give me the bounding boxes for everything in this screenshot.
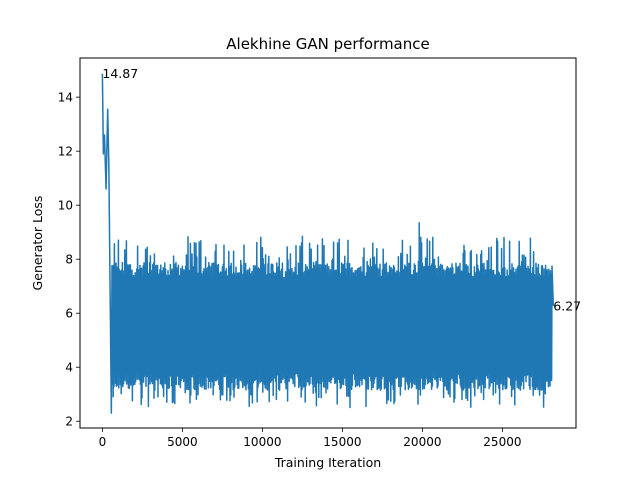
x-tick-label: 15000	[323, 435, 361, 449]
axes-frame	[79, 57, 577, 429]
annotation-last: 6.27	[553, 298, 581, 313]
y-tick-label: 8	[65, 253, 73, 267]
plot-area	[101, 73, 555, 414]
chart-title: Alekhine GAN performance	[226, 35, 429, 53]
loss-series-line	[101, 73, 555, 414]
y-tick-label: 6	[65, 307, 73, 321]
annotations: 14.87 6.27	[102, 66, 581, 313]
y-axis-label: Generator Loss	[30, 196, 45, 291]
y-axis: 2 4 6 8 10 12 14	[58, 91, 80, 429]
x-axis: 0 5000 10000 15000 20000 25000	[99, 428, 521, 449]
annotation-max: 14.87	[102, 66, 138, 81]
y-tick-label: 4	[65, 361, 73, 375]
x-tick-label: 5000	[167, 435, 198, 449]
x-tick-label: 25000	[483, 435, 521, 449]
x-tick-label: 20000	[403, 435, 441, 449]
y-tick-label: 12	[58, 145, 73, 159]
y-tick-label: 2	[65, 415, 73, 429]
x-tick-label: 10000	[243, 435, 281, 449]
y-tick-label: 14	[58, 91, 73, 105]
x-axis-label: Training Iteration	[274, 455, 381, 470]
x-tick-label: 0	[99, 435, 107, 449]
y-tick-label: 10	[58, 199, 73, 213]
